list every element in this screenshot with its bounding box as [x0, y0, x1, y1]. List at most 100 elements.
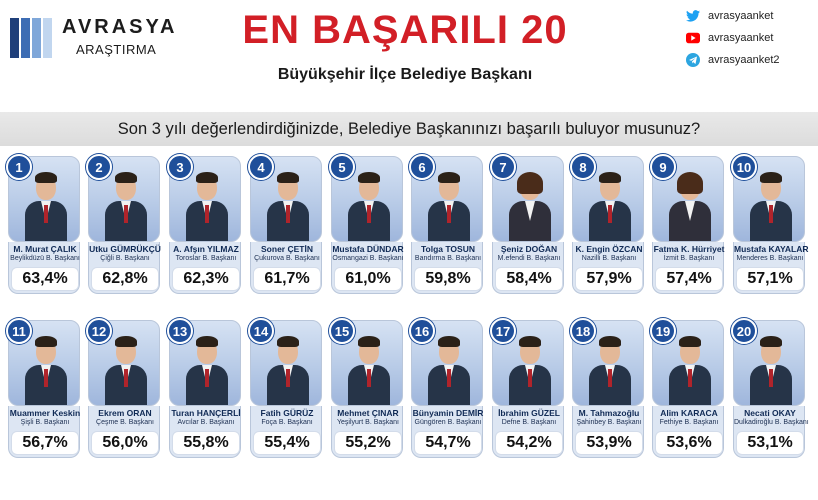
- mayor-info: Muammer Keskin Şişli B. Başkanı 56,7%: [8, 406, 80, 458]
- approval-percent: 54,2%: [495, 431, 563, 455]
- mayor-card: 1 M. Murat ÇALIK Beylikdüzü B. Başkanı 63,4…: [6, 154, 82, 294]
- approval-percent: 58,4%: [495, 267, 563, 291]
- approval-percent: 55,2%: [334, 431, 402, 455]
- mayor-office: Dulkadiroğlu B. Başkanı: [734, 419, 809, 426]
- person-silhouette-icon: [589, 171, 631, 241]
- mayor-info: Şeniz DOĞAN M.efendi B. Başkanı 58,4%: [492, 242, 564, 294]
- rank-badge: 20: [731, 318, 757, 344]
- mayor-name: M. Tahmazoğlu: [578, 408, 640, 418]
- mayor-office: M.efendi B. Başkanı: [497, 255, 561, 262]
- mayor-card: 14 Fatih GÜRÜZ Foça B. Başkanı 55,4%: [248, 318, 324, 458]
- mayor-photo: [733, 156, 805, 242]
- brand-logo: AVRASYA ARAŞTIRMA: [10, 14, 174, 64]
- mayor-card: 8 K. Engin ÖZCAN Nazilli B. Başkanı 57,9%: [570, 154, 646, 294]
- brand-subtitle: ARAŞTIRMA: [76, 42, 157, 57]
- mayor-info: Soner ÇETİN Çukurova B. Başkanı 61,7%: [250, 242, 322, 294]
- rank-badge: 1: [6, 154, 32, 180]
- person-silhouette-icon: [509, 171, 551, 241]
- youtube-icon: [686, 31, 700, 45]
- mayor-name: Muammer Keskin: [9, 408, 81, 418]
- person-silhouette-icon: [186, 171, 228, 241]
- mayor-info: İbrahim GÜZEL Defne B. Başkanı 54,2%: [492, 406, 564, 458]
- mayor-info: Turan HANÇERLİ Avcılar B. Başkanı 55,8%: [169, 406, 241, 458]
- mayor-photo: [8, 156, 80, 242]
- mayor-info: Fatih GÜRÜZ Foça B. Başkanı 55,4%: [250, 406, 322, 458]
- social-link-twitter[interactable]: avrasyaanket: [686, 6, 816, 26]
- person-silhouette-icon: [105, 171, 147, 241]
- approval-percent: 55,4%: [253, 431, 321, 455]
- mayor-card: 2 Utku GÜMRÜKÇÜ Çiğli B. Başkanı 62,8%: [86, 154, 162, 294]
- mayor-office: Çiğli B. Başkanı: [100, 255, 150, 262]
- approval-percent: 53,9%: [575, 431, 643, 455]
- mayor-info: Fatma K. Hürriyet İzmit B. Başkanı 57,4%: [652, 242, 724, 294]
- mayor-photo: [652, 320, 724, 406]
- mayor-office: Güngören B. Başkanı: [414, 419, 482, 426]
- rank-badge: 7: [490, 154, 516, 180]
- mayor-name: Bünyamin DEMİR: [412, 408, 484, 418]
- rank-badge: 13: [167, 318, 193, 344]
- person-silhouette-icon: [428, 335, 470, 405]
- social-link-telegram[interactable]: avrasyaanket2: [686, 50, 816, 70]
- rank-badge: 18: [570, 318, 596, 344]
- social-link-youtube[interactable]: avrasyaanket: [686, 28, 816, 48]
- mayor-card: 15 Mehmet ÇINAR Yeşilyurt B. Başkanı 55,2%: [329, 318, 405, 458]
- mayor-name: Ekrem ORAN: [98, 408, 152, 418]
- mayor-card: 13 Turan HANÇERLİ Avcılar B. Başkanı 55,8%: [167, 318, 243, 458]
- mayor-name: Mustafa KAYALAR: [734, 244, 809, 254]
- approval-percent: 61,7%: [253, 267, 321, 291]
- rank-badge: 3: [167, 154, 193, 180]
- rank-badge: 6: [409, 154, 435, 180]
- person-silhouette-icon: [589, 335, 631, 405]
- mayor-office: Çeşme B. Başkanı: [96, 419, 154, 426]
- mayor-card: 12 Ekrem ORAN Çeşme B. Başkanı 56,0%: [86, 318, 162, 458]
- mayor-photo: [733, 320, 805, 406]
- mayor-name: Alim KARACA: [660, 408, 718, 418]
- mayor-info: K. Engin ÖZCAN Nazilli B. Başkanı 57,9%: [572, 242, 644, 294]
- mayor-info: A. Afşın YILMAZ Toroslar B. Başkanı 62,3%: [169, 242, 241, 294]
- mayor-name: Soner ÇETİN: [261, 244, 313, 254]
- approval-percent: 57,9%: [575, 267, 643, 291]
- telegram-handle: avrasyaanket2: [708, 54, 780, 66]
- mayor-office: Beylikdüzü B. Başkanı: [10, 255, 80, 262]
- mayor-name: Fatih GÜRÜZ: [260, 408, 314, 418]
- mayor-office: Çukurova B. Başkanı: [254, 255, 320, 262]
- mayor-name: Necati OKAY: [744, 408, 796, 418]
- approval-percent: 56,0%: [91, 431, 159, 455]
- logo-bars-icon: [10, 18, 54, 58]
- approval-percent: 57,4%: [655, 267, 723, 291]
- mayor-name: Tolga TOSUN: [421, 244, 475, 254]
- person-silhouette-icon: [348, 335, 390, 405]
- mayor-info: Ekrem ORAN Çeşme B. Başkanı 56,0%: [88, 406, 160, 458]
- approval-percent: 62,8%: [91, 267, 159, 291]
- approval-percent: 55,8%: [172, 431, 240, 455]
- mayor-card: 4 Soner ÇETİN Çukurova B. Başkanı 61,7%: [248, 154, 324, 294]
- person-silhouette-icon: [669, 335, 711, 405]
- mayor-card: 17 İbrahim GÜZEL Defne B. Başkanı 54,2%: [490, 318, 566, 458]
- mayor-name: İbrahim GÜZEL: [498, 408, 560, 418]
- approval-percent: 61,0%: [334, 267, 402, 291]
- approval-percent: 57,1%: [736, 267, 804, 291]
- mayor-office: Avcılar B. Başkanı: [177, 419, 235, 426]
- mayor-office: Bandırma B. Başkanı: [414, 255, 482, 262]
- mayor-photo: [88, 156, 160, 242]
- approval-percent: 56,7%: [11, 431, 79, 455]
- approval-percent: 62,3%: [172, 267, 240, 291]
- mayor-office: Defne B. Başkanı: [501, 419, 557, 426]
- person-silhouette-icon: [267, 335, 309, 405]
- mayor-photo: [331, 320, 403, 406]
- mayor-office: Şahinbey B. Başkanı: [576, 419, 642, 426]
- approval-percent: 53,6%: [655, 431, 723, 455]
- rank-badge: 2: [86, 154, 112, 180]
- mayor-name: Şeniz DOĞAN: [500, 244, 558, 254]
- mayor-card: 10 Mustafa KAYALAR Menderes B. Başkanı 57,1…: [731, 154, 809, 294]
- mayor-name: Fatma K. Hürriyet: [653, 244, 725, 254]
- mayor-info: M. Tahmazoğlu Şahinbey B. Başkanı 53,9%: [572, 406, 644, 458]
- mayor-card: 3 A. Afşın YILMAZ Toroslar B. Başkanı 62,3%: [167, 154, 243, 294]
- telegram-icon: [686, 53, 700, 67]
- mayor-name: Mustafa DÜNDAR: [332, 244, 404, 254]
- mayor-photo: [572, 156, 644, 242]
- mayor-card: 5 Mustafa DÜNDAR Osmangazi B. Başkanı 61,0%: [329, 154, 405, 294]
- person-silhouette-icon: [750, 335, 792, 405]
- mayor-card: 16 Bünyamin DEMİR Güngören B. Başkanı 54,7%: [409, 318, 485, 458]
